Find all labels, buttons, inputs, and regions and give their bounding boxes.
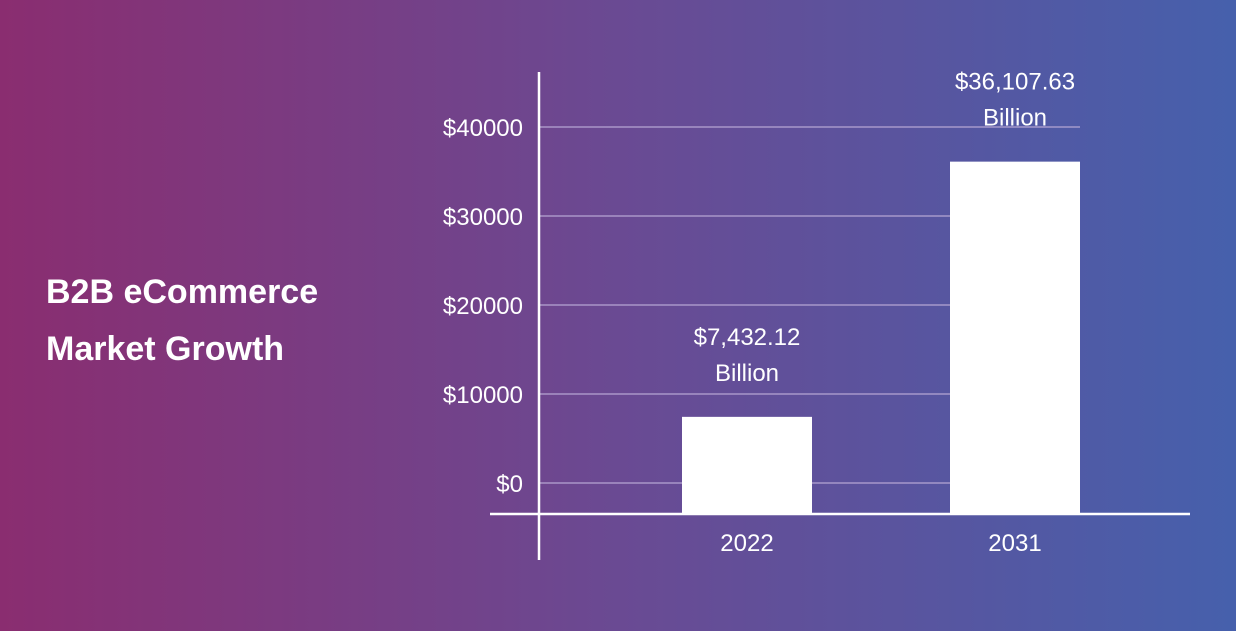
data-label-unit: Billion [983, 105, 1047, 132]
title-line-1: B2B eCommerce [46, 273, 319, 311]
data-label-value: $36,107.63 [955, 69, 1075, 96]
y-tick-label: $30000 [443, 204, 523, 231]
bar-2031 [950, 161, 1080, 514]
data-label-value: $7,432.12 [694, 324, 801, 351]
y-tick-label: $20000 [443, 293, 523, 320]
data-label-unit: Billion [715, 360, 779, 387]
bar-2022 [682, 416, 812, 514]
x-tick-label: 2022 [720, 530, 773, 557]
y-tick-label: $40000 [443, 115, 523, 142]
y-tick-label: $10000 [443, 382, 523, 409]
x-tick-label: 2031 [988, 530, 1041, 557]
title-line-2: Market Growth [46, 330, 285, 368]
y-tick-label: $0 [496, 471, 523, 498]
chart-title: B2B eCommerce Market Growth [46, 264, 386, 378]
